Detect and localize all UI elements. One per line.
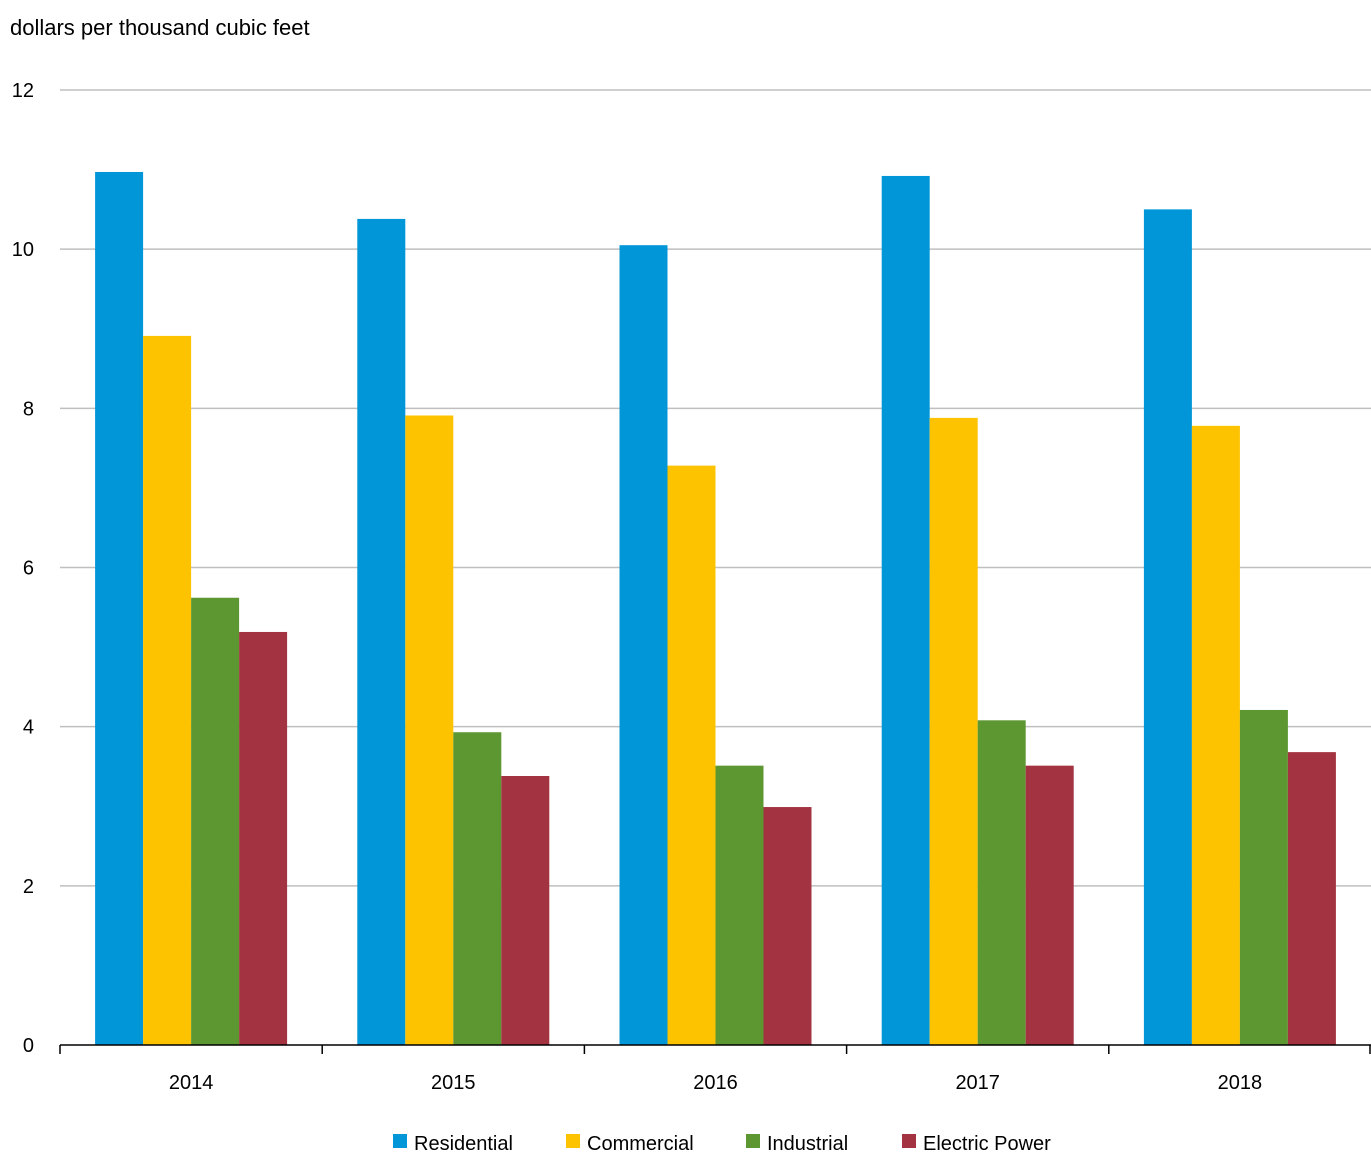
bar-electric-power-2017 — [1025, 765, 1074, 1045]
y-tick-label: 6 — [23, 558, 34, 580]
bar-residential-2014 — [95, 171, 144, 1046]
legend-label-residential: Residential — [414, 1133, 513, 1154]
bar-industrial-2018 — [1239, 709, 1288, 1045]
legend-label-commercial: Commercial — [587, 1133, 694, 1154]
bar-commercial-2015 — [405, 415, 454, 1045]
x-tick-label: 2015 — [431, 1072, 476, 1094]
bar-residential-2016 — [619, 245, 668, 1045]
bar-commercial-2016 — [667, 465, 716, 1046]
y-axis-label: dollars per thousand cubic feet — [10, 15, 310, 40]
legend-swatch-electric-power — [902, 1134, 916, 1148]
legend-swatch-residential — [393, 1134, 407, 1148]
bar-industrial-2015 — [453, 732, 502, 1045]
bars — [95, 171, 1336, 1046]
bar-electric-power-2015 — [501, 776, 550, 1045]
legend-swatch-industrial — [746, 1134, 760, 1148]
y-tick-label: 8 — [23, 398, 34, 420]
bar-industrial-2014 — [191, 597, 240, 1045]
legend: Residential Commercial Industrial Electric … — [393, 1133, 1051, 1154]
x-tick-label: 2014 — [169, 1072, 214, 1094]
y-tick-label: 0 — [23, 1035, 34, 1057]
legend-label-industrial: Industrial — [767, 1133, 848, 1154]
bar-industrial-2016 — [715, 765, 764, 1045]
x-tick-label: 2017 — [955, 1072, 1000, 1094]
y-tick-label: 4 — [23, 717, 34, 739]
bar-commercial-2018 — [1191, 425, 1240, 1045]
legend-label-electric-power: Electric Power — [923, 1133, 1051, 1154]
bar-electric-power-2016 — [763, 807, 812, 1045]
x-axis — [59, 1044, 1371, 1054]
bar-electric-power-2018 — [1287, 752, 1336, 1045]
y-tick-label: 10 — [12, 239, 34, 261]
x-tick-label: 2016 — [693, 1072, 738, 1094]
y-axis-ticks: 0 2 4 6 8 10 12 — [12, 80, 34, 1057]
y-tick-label: 2 — [23, 876, 34, 898]
legend-swatch-commercial — [566, 1134, 580, 1148]
bar-residential-2018 — [1143, 209, 1192, 1045]
bar-electric-power-2014 — [239, 631, 288, 1045]
x-axis-ticks: 2014 2015 2016 2017 2018 — [169, 1072, 1262, 1094]
bar-residential-2017 — [881, 175, 930, 1045]
bar-residential-2015 — [357, 218, 406, 1046]
bar-commercial-2017 — [929, 417, 978, 1046]
y-tick-label: 12 — [12, 80, 34, 102]
x-tick-label: 2018 — [1218, 1072, 1263, 1094]
bar-commercial-2014 — [143, 335, 192, 1046]
bar-industrial-2017 — [977, 720, 1026, 1045]
